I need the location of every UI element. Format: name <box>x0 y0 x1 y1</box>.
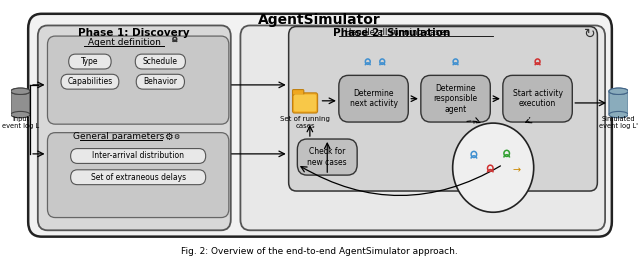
FancyBboxPatch shape <box>135 54 186 69</box>
Text: Phase 2: Simulation: Phase 2: Simulation <box>333 28 451 38</box>
Text: Input
event log L: Input event log L <box>2 115 39 128</box>
Ellipse shape <box>11 88 30 94</box>
Text: Agent definition: Agent definition <box>88 38 161 47</box>
Text: Type: Type <box>81 57 99 66</box>
Text: ↻: ↻ <box>584 27 595 41</box>
FancyBboxPatch shape <box>47 133 229 218</box>
Ellipse shape <box>11 112 30 118</box>
FancyBboxPatch shape <box>70 148 205 164</box>
FancyBboxPatch shape <box>47 36 229 124</box>
Text: Fig. 2: Overview of the end-to-end AgentSimulator approach.: Fig. 2: Overview of the end-to-end Agent… <box>181 247 458 256</box>
Text: ⚙: ⚙ <box>164 132 172 142</box>
FancyBboxPatch shape <box>292 90 304 95</box>
FancyBboxPatch shape <box>70 170 205 185</box>
FancyBboxPatch shape <box>298 139 357 175</box>
FancyBboxPatch shape <box>11 91 30 115</box>
FancyBboxPatch shape <box>421 75 490 122</box>
Text: Behavior: Behavior <box>143 77 177 86</box>
Text: Start activity
execution: Start activity execution <box>513 89 563 108</box>
Ellipse shape <box>11 88 30 94</box>
Ellipse shape <box>609 88 628 94</box>
Ellipse shape <box>609 88 628 94</box>
Text: ⚙: ⚙ <box>173 134 180 140</box>
FancyBboxPatch shape <box>61 74 119 89</box>
Text: Set of extraneous delays: Set of extraneous delays <box>91 173 186 182</box>
Text: Set of running
cases: Set of running cases <box>280 115 330 128</box>
FancyBboxPatch shape <box>609 91 628 115</box>
Ellipse shape <box>609 112 628 118</box>
Text: Simulated
event log L': Simulated event log L' <box>599 115 638 128</box>
Text: Determine
next activity: Determine next activity <box>349 89 397 108</box>
Text: Determine
responsible
agent: Determine responsible agent <box>433 84 477 114</box>
FancyBboxPatch shape <box>38 25 231 230</box>
FancyBboxPatch shape <box>503 75 572 122</box>
Text: Handle all running cases: Handle all running cases <box>345 28 449 37</box>
Text: General parameters: General parameters <box>73 132 164 141</box>
Text: Inter-arrival distribution: Inter-arrival distribution <box>92 152 184 160</box>
FancyBboxPatch shape <box>289 27 597 191</box>
FancyBboxPatch shape <box>339 75 408 122</box>
FancyBboxPatch shape <box>28 14 612 237</box>
FancyBboxPatch shape <box>294 94 316 112</box>
Circle shape <box>452 123 534 212</box>
Text: Capabilities: Capabilities <box>67 77 113 86</box>
Text: Phase 1: Discovery: Phase 1: Discovery <box>79 28 190 38</box>
Text: →: → <box>512 165 520 175</box>
FancyBboxPatch shape <box>292 93 317 113</box>
FancyBboxPatch shape <box>136 74 184 89</box>
Text: Check for
new cases: Check for new cases <box>307 147 347 167</box>
Text: Schedule: Schedule <box>143 57 178 66</box>
FancyBboxPatch shape <box>241 25 605 230</box>
FancyBboxPatch shape <box>68 54 111 69</box>
Text: AgentSimulator: AgentSimulator <box>258 13 381 27</box>
